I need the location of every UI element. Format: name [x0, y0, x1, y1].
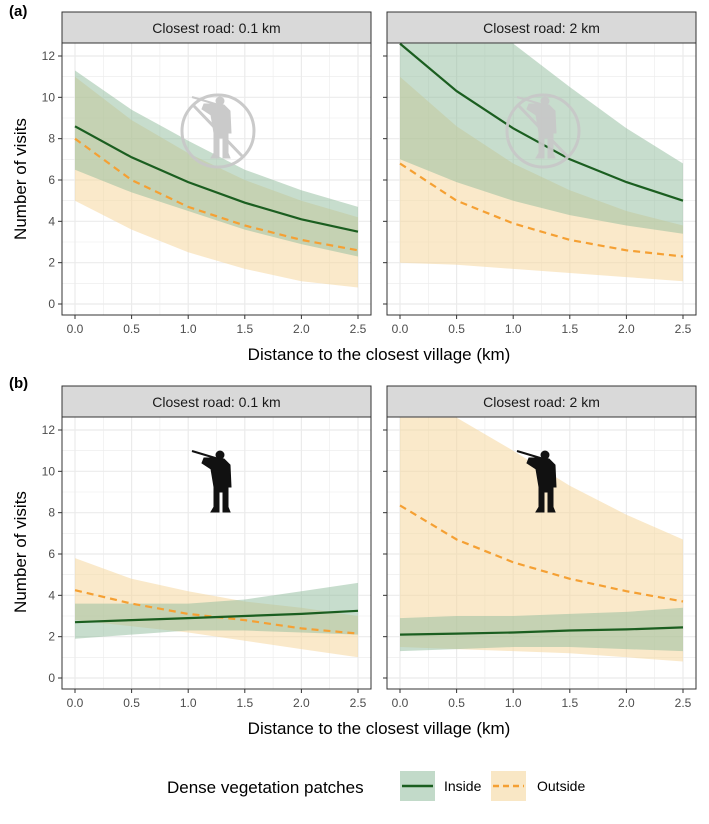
x-tick-label: 1.5 [561, 322, 578, 336]
y-axis-title-b: Number of visits [11, 491, 30, 613]
legend: Dense vegetation patches Inside Outside [167, 771, 585, 801]
plot-panel-b-left: 0.0 0.5 1.0 1.5 2.0 2.5 0 2 4 6 8 10 12 [42, 416, 372, 710]
x-tick-label: 1.0 [505, 696, 522, 710]
plot-panel-a-left: 0.0 0.5 1.0 1.5 2.0 2.5 0 2 4 6 8 10 12 [42, 42, 372, 336]
x-tick-label: 0.5 [448, 696, 465, 710]
panel-label-b: (b) [9, 375, 28, 392]
prohibition-slash [516, 103, 570, 159]
x-tick-label: 0.0 [392, 322, 409, 336]
prohibition-circle [180, 93, 256, 169]
line-inside [399, 626, 684, 636]
y-tick-label: 2 [48, 256, 55, 270]
line-outside [399, 162, 684, 258]
y-tick-label: 2 [48, 630, 55, 644]
x-tick-label: 0.0 [67, 696, 84, 710]
strip-label: Closest road: 0.1 km [152, 394, 280, 410]
facet-strip-a-right: Closest road: 2 km [386, 11, 697, 44]
x-tick-label: 0.5 [123, 322, 140, 336]
x-tick-label: 0.5 [448, 322, 465, 336]
line-outside [74, 137, 359, 252]
plot-area [74, 70, 359, 288]
y-tick-label: 10 [42, 464, 56, 478]
y-tick-label: 10 [42, 90, 56, 104]
line-inside [74, 125, 359, 233]
ribbon-inside [75, 70, 358, 257]
x-axis-title-b: Distance to the closest village (km) [248, 719, 511, 738]
plot-area [399, 417, 684, 662]
y-tick-label: 12 [42, 49, 56, 63]
x-tick-label: 1.0 [180, 696, 197, 710]
x-tick-label: 2.5 [675, 696, 692, 710]
ribbon-inside [75, 582, 358, 639]
prohibition-slash [191, 103, 245, 159]
ribbon-inside [400, 607, 683, 652]
strip-label: Closest road: 2 km [483, 394, 600, 410]
x-tick-label: 1.0 [180, 322, 197, 336]
facet-strip-b-left: Closest road: 0.1 km [61, 385, 372, 418]
facet-strip-b-right: Closest road: 2 km [386, 385, 697, 418]
panel-border [61, 42, 372, 316]
x-axis-title-a: Distance to the closest village (km) [248, 345, 511, 364]
x-tick-label: 2.5 [675, 322, 692, 336]
y-tick-label: 12 [42, 423, 56, 437]
x-tick-label: 1.5 [561, 696, 578, 710]
panel-border [386, 416, 697, 690]
panel-label-a: (a) [9, 3, 27, 20]
x-tick-label: 1.5 [236, 696, 253, 710]
legend-key-outside [491, 771, 526, 801]
x-tick-label: 2.0 [293, 322, 310, 336]
y-tick-label: 6 [48, 173, 55, 187]
x-tick-label: 2.5 [350, 322, 367, 336]
x-tick-label: 1.0 [505, 322, 522, 336]
x-tick-label: 2.5 [350, 696, 367, 710]
x-tick-label: 2.0 [618, 322, 635, 336]
x-tick-label: 2.0 [618, 696, 635, 710]
strip-label: Closest road: 2 km [483, 20, 600, 36]
hunter-crossed-out-icon [180, 93, 256, 169]
plot-panel-a-right: 0.0 0.5 1.0 1.5 2.0 2.5 [383, 42, 697, 336]
x-tick-label: 0.0 [392, 696, 409, 710]
y-axis-title-a: Number of visits [11, 118, 30, 240]
plot-area [74, 558, 359, 658]
y-tick-label: 8 [48, 132, 55, 146]
legend-label-outside: Outside [537, 778, 585, 794]
hunter-crossed-out-icon [505, 93, 581, 169]
y-tick-label: 4 [48, 588, 55, 602]
y-tick-label: 6 [48, 547, 55, 561]
x-tick-label: 1.5 [236, 322, 253, 336]
prohibition-circle [505, 93, 581, 169]
y-tick-label: 8 [48, 506, 55, 520]
y-tick-label: 0 [48, 297, 55, 311]
line-inside [74, 609, 359, 624]
line-outside [399, 504, 684, 603]
panel-border [61, 416, 372, 690]
legend-label-inside: Inside [444, 778, 482, 794]
panel-border [386, 42, 697, 316]
legend-key-inside [400, 771, 435, 801]
x-tick-label: 2.0 [293, 696, 310, 710]
ribbon-outside [400, 417, 683, 662]
x-tick-label: 0.0 [67, 322, 84, 336]
legend-title: Dense vegetation patches [167, 778, 364, 797]
strip-label: Closest road: 0.1 km [152, 20, 280, 36]
x-tick-label: 0.5 [123, 696, 140, 710]
y-tick-label: 0 [48, 671, 55, 685]
facet-strip-a-left: Closest road: 0.1 km [61, 11, 372, 44]
y-tick-label: 4 [48, 214, 55, 228]
plot-panel-b-right: 0.0 0.5 1.0 1.5 2.0 2.5 [383, 416, 697, 710]
